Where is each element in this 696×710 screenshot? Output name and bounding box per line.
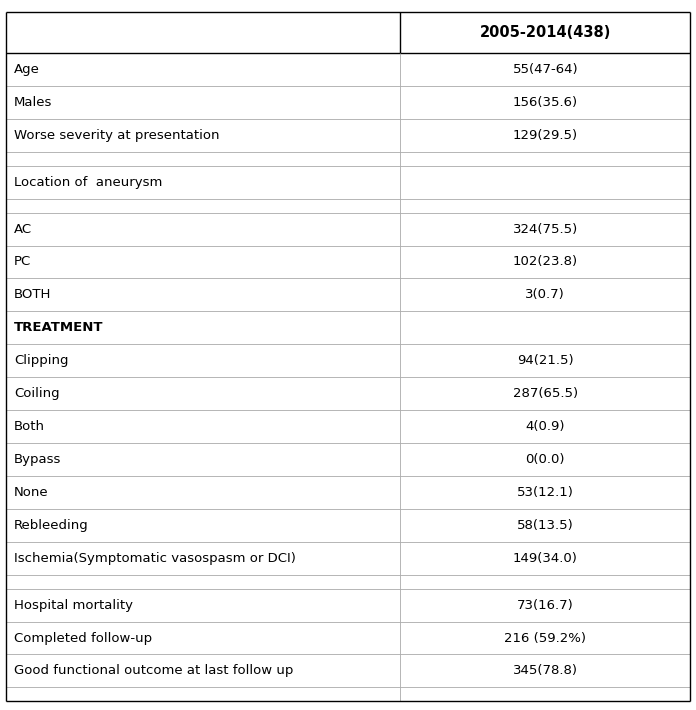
Text: TREATMENT: TREATMENT <box>14 322 104 334</box>
Text: 55(47-64): 55(47-64) <box>512 62 578 76</box>
Text: Coiling: Coiling <box>14 387 60 400</box>
Text: Rebleeding: Rebleeding <box>14 519 88 532</box>
Text: 94(21.5): 94(21.5) <box>517 354 574 367</box>
Text: AC: AC <box>14 222 32 236</box>
Text: PC: PC <box>14 256 31 268</box>
Text: Good functional outcome at last follow up: Good functional outcome at last follow u… <box>14 665 293 677</box>
Text: 3(0.7): 3(0.7) <box>525 288 565 301</box>
Text: 287(65.5): 287(65.5) <box>513 387 578 400</box>
Text: 149(34.0): 149(34.0) <box>513 552 578 564</box>
Text: BOTH: BOTH <box>14 288 52 301</box>
Text: 73(16.7): 73(16.7) <box>517 599 574 611</box>
Text: 2005-2014(438): 2005-2014(438) <box>480 25 611 40</box>
Text: Worse severity at presentation: Worse severity at presentation <box>14 129 219 141</box>
Text: Ischemia(Symptomatic vasospasm or DCI): Ischemia(Symptomatic vasospasm or DCI) <box>14 552 296 564</box>
Text: 345(78.8): 345(78.8) <box>513 665 578 677</box>
Text: 129(29.5): 129(29.5) <box>513 129 578 141</box>
Text: Bypass: Bypass <box>14 453 61 466</box>
Text: Both: Both <box>14 420 45 433</box>
Text: 216 (59.2%): 216 (59.2%) <box>505 631 586 645</box>
Text: Males: Males <box>14 96 52 109</box>
Text: 58(13.5): 58(13.5) <box>517 519 574 532</box>
Text: Completed follow-up: Completed follow-up <box>14 631 152 645</box>
Text: None: None <box>14 486 49 499</box>
Text: 0(0.0): 0(0.0) <box>525 453 565 466</box>
Text: 53(12.1): 53(12.1) <box>517 486 574 499</box>
Text: 4(0.9): 4(0.9) <box>525 420 565 433</box>
Text: Location of  aneurysm: Location of aneurysm <box>14 175 162 189</box>
Text: 156(35.6): 156(35.6) <box>513 96 578 109</box>
Text: 102(23.8): 102(23.8) <box>513 256 578 268</box>
Text: Clipping: Clipping <box>14 354 68 367</box>
Text: Age: Age <box>14 62 40 76</box>
Text: Hospital mortality: Hospital mortality <box>14 599 133 611</box>
Text: 324(75.5): 324(75.5) <box>513 222 578 236</box>
